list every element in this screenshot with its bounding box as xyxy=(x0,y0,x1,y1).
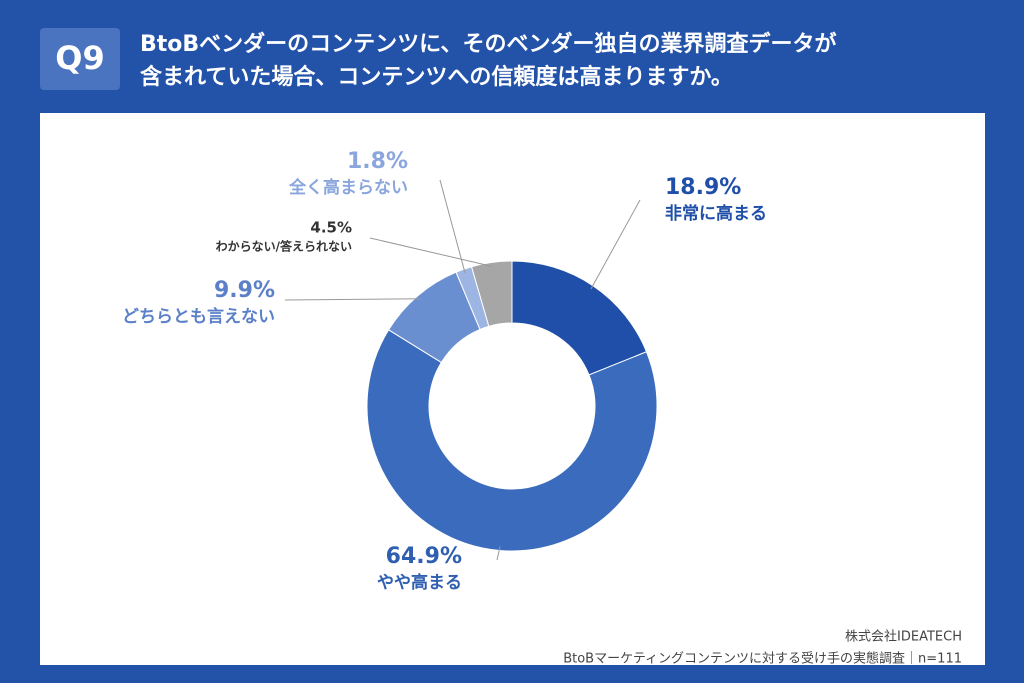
value-label: 1.8% xyxy=(347,149,408,174)
value-label: 4.5% xyxy=(310,219,352,237)
leader-line xyxy=(284,298,421,301)
category-label: わからない/答えられない xyxy=(216,239,352,254)
leader-line xyxy=(369,237,493,267)
category-label: やや高まる xyxy=(377,572,462,593)
title-line: BtoBベンダーのコンテンツに、そのベンダー独自の業界調査データが xyxy=(140,31,837,57)
category-label: 非常に高まる xyxy=(665,203,767,224)
category-label: どちらとも言えない xyxy=(122,306,275,327)
donut-segment xyxy=(511,260,648,376)
title-line: 含まれていた場合、コンテンツへの信頼度は高まりますか。 xyxy=(140,64,733,90)
donut-segment xyxy=(366,329,658,552)
value-label: 9.9% xyxy=(214,278,275,303)
leader-line xyxy=(439,179,466,274)
question-number: Q9 xyxy=(55,39,104,77)
leader-line xyxy=(496,546,501,561)
value-label: 18.9% xyxy=(665,175,741,200)
leader-line xyxy=(590,199,641,290)
badge xyxy=(40,28,120,90)
panel xyxy=(40,113,985,665)
value-label: 64.9% xyxy=(386,544,462,569)
source: 株式会社IDEATECH xyxy=(845,629,962,645)
category-label: 全く高まらない xyxy=(288,177,408,198)
source: BtoBマーケティングコンテンツに対する受け手の実態調査｜n=111 xyxy=(563,651,962,667)
